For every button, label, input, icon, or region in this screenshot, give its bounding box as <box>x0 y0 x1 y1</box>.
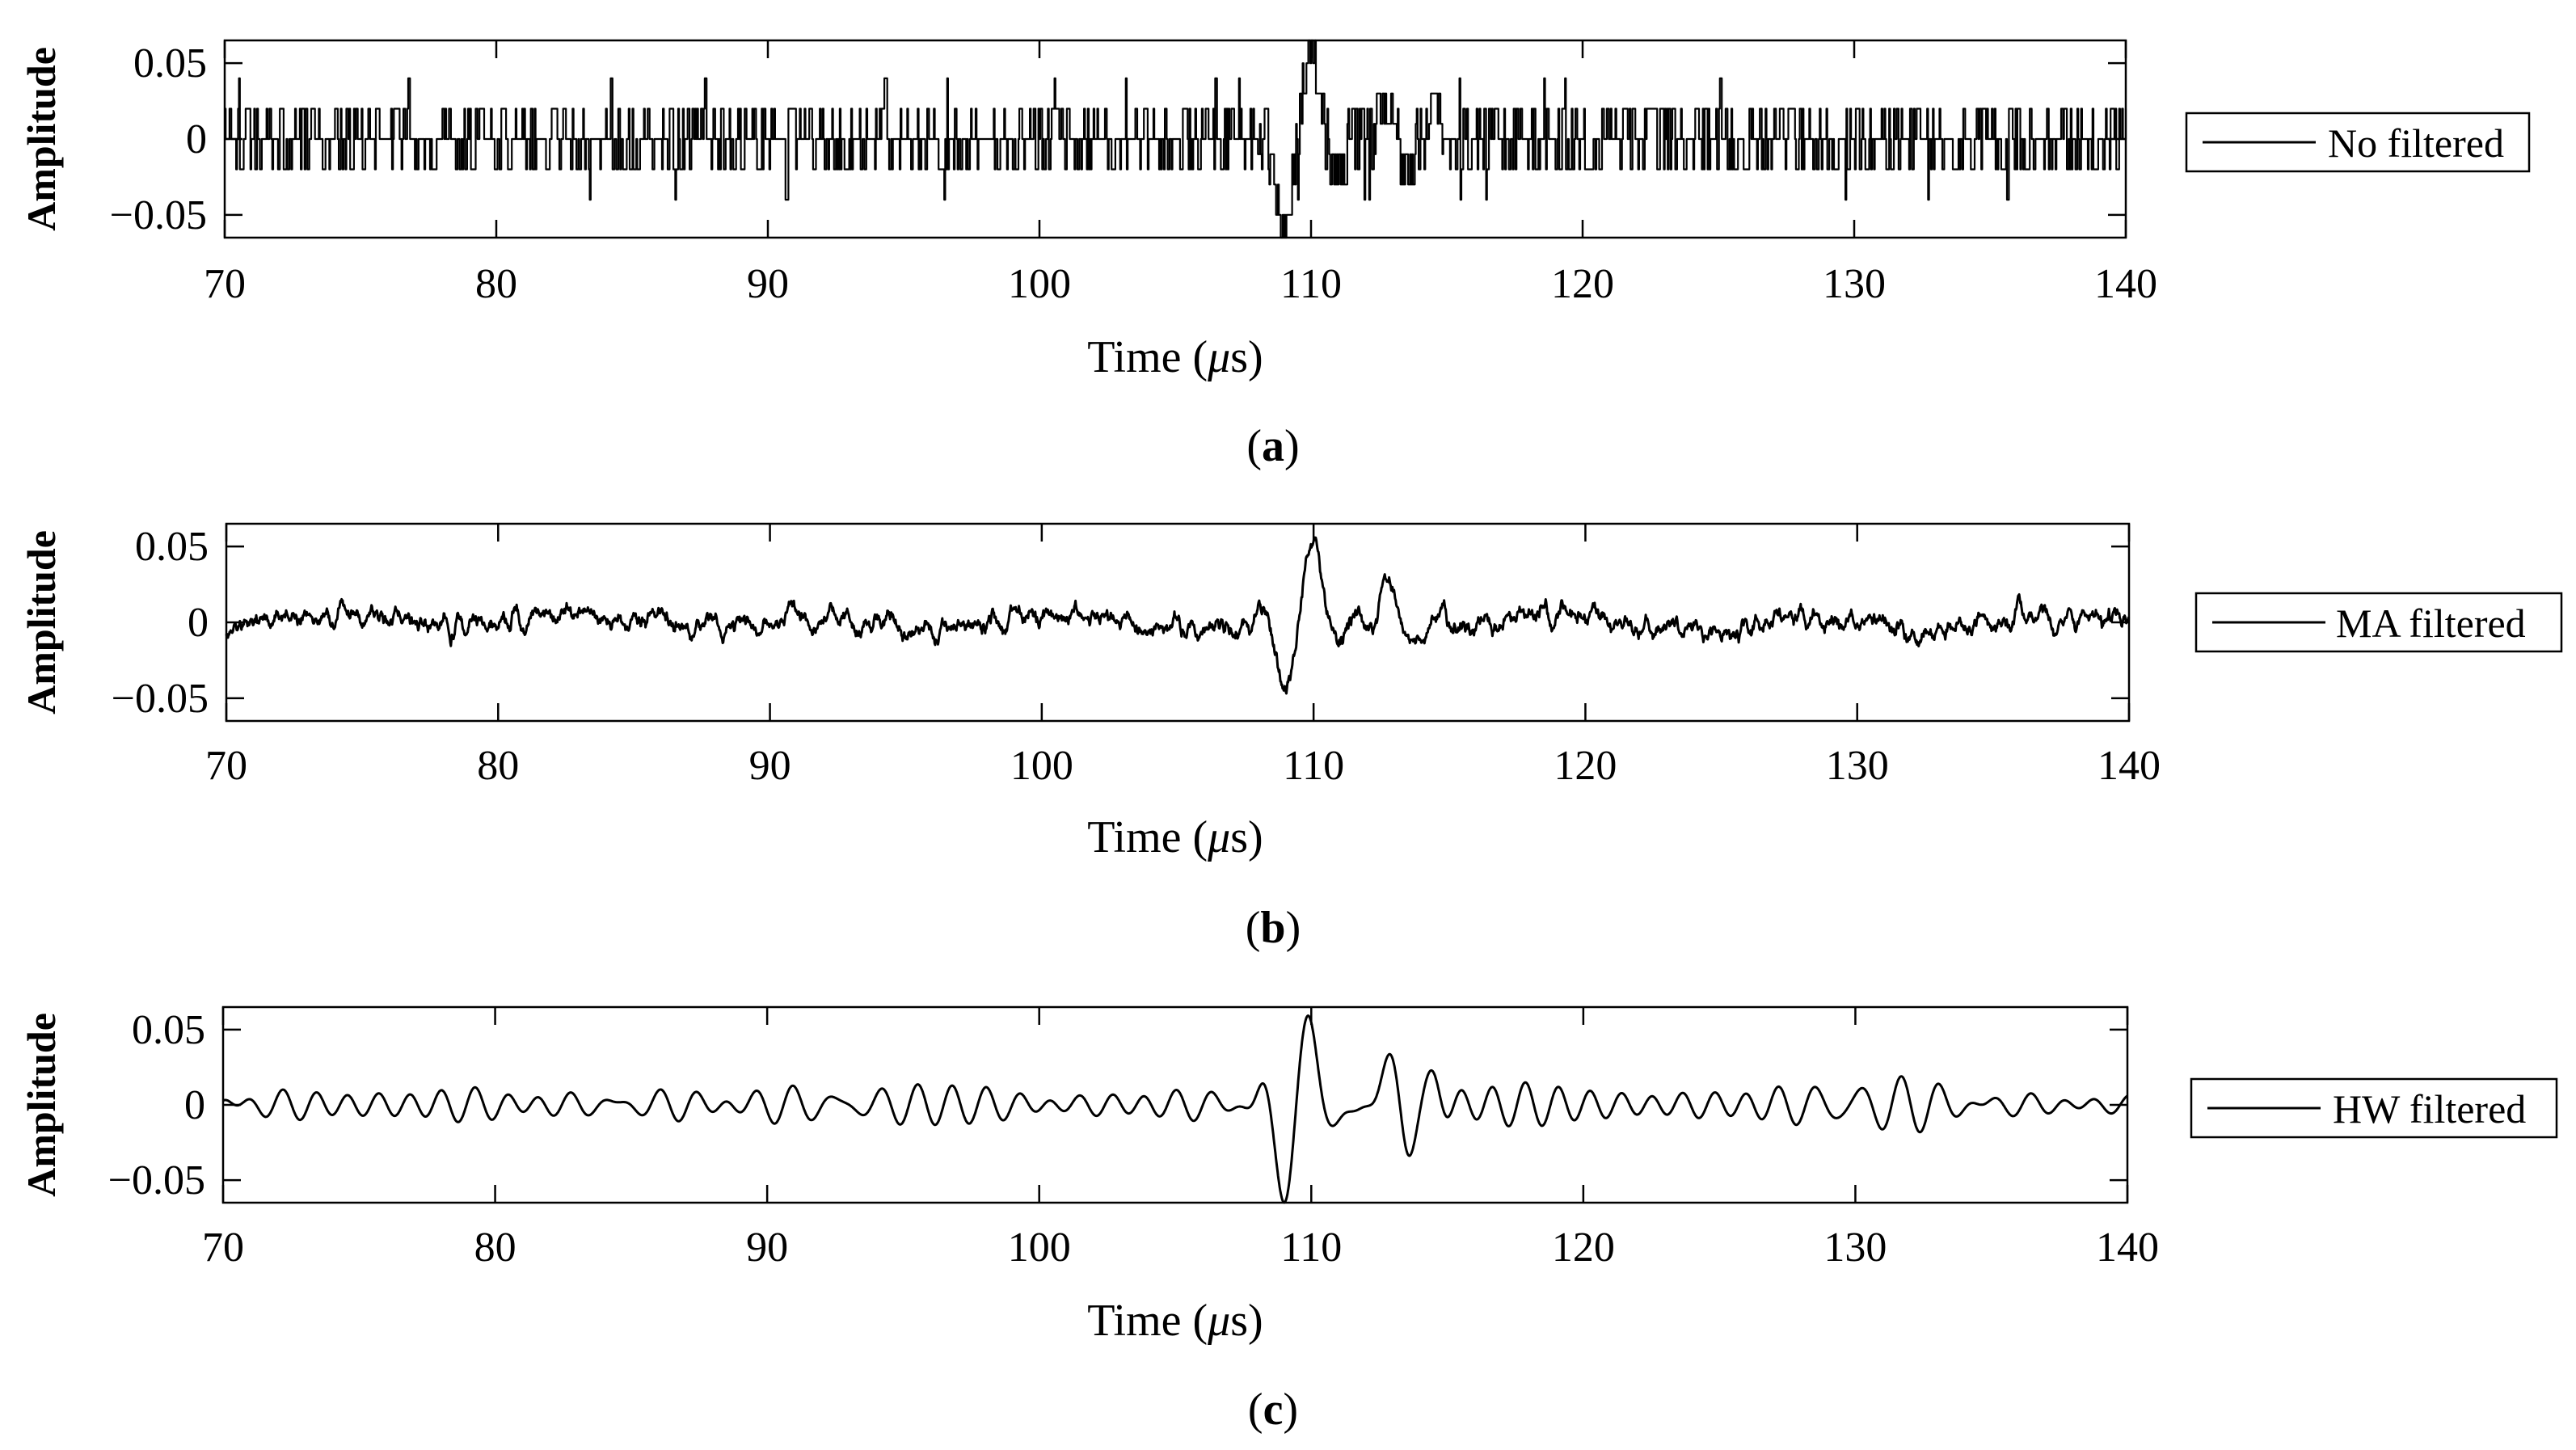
panel-b: 70 80 90 100 110 120 130 140 −0.05 0 0.05 Amplitu… <box>19 522 2563 953</box>
panel-b-xtick-label: 80 <box>477 743 519 789</box>
panel-a-ytick-label: 0 <box>186 116 207 162</box>
panel-a-ytick-label: −0.05 <box>110 192 207 238</box>
panel-a-xtick-label: 100 <box>1008 261 1071 307</box>
panel-c-xtick-label: 130 <box>1823 1224 1887 1271</box>
panel-b-legend: MA filtered <box>2194 592 2563 653</box>
panel-a-xtick-label: 70 <box>204 261 246 307</box>
panel-b-trace-group <box>225 536 2131 695</box>
panel-c-ytick-label: 0.05 <box>132 1007 205 1053</box>
panel-a-trace-group <box>225 39 2127 239</box>
panel-a-xticks: 70 80 90 100 110 120 130 140 <box>204 40 2157 307</box>
panel-a-caption: (a) <box>1246 421 1299 471</box>
panel-c-trace-group <box>222 1014 2128 1204</box>
panel-c-xtick-label: 90 <box>746 1224 788 1271</box>
panel-c-ytick-label: 0 <box>184 1082 205 1128</box>
panel-c-xtick-label: 120 <box>1552 1224 1615 1271</box>
panel-b-yticks: −0.05 0 0.05 <box>112 524 2129 722</box>
panel-c-xticks: 70 80 90 100 110 120 130 140 <box>202 1007 2159 1271</box>
panel-b-caption: (b) <box>1246 903 1301 953</box>
panel-c-yticks: −0.05 0 0.05 <box>108 1007 2127 1203</box>
panel-a-xlabel: Time (μs) <box>1087 332 1263 382</box>
panel-b-xtick-label: 90 <box>749 743 791 789</box>
panel-b-xticks: 70 80 90 100 110 120 130 140 <box>205 524 2161 789</box>
panel-c-xtick-label: 80 <box>474 1224 516 1271</box>
panel-b-xtick-label: 100 <box>1010 743 1073 789</box>
panel-b-series-line <box>225 536 2131 695</box>
panel-b-xtick-label: 70 <box>205 743 247 789</box>
panel-c-legend-label: HW filtered <box>2333 1086 2526 1132</box>
panel-a-series-line <box>225 39 2127 239</box>
panel-c-xtick-label: 100 <box>1008 1224 1071 1271</box>
panel-b-xtick-label: 110 <box>1283 743 1344 789</box>
panel-a-ytick-label: 0.05 <box>133 40 207 86</box>
panel-a-xtick-label: 90 <box>747 261 789 307</box>
panel-c-axes-box <box>221 1005 2129 1204</box>
panel-b-ytick-label: 0.05 <box>135 524 209 570</box>
panel-a-xtick-label: 130 <box>1823 261 1886 307</box>
panel-a-legend: No filtered <box>2185 112 2531 173</box>
panel-c-xtick-label: 140 <box>2096 1224 2159 1271</box>
panel-b-xtick-label: 130 <box>1826 743 1889 789</box>
panel-a-legend-label: No filtered <box>2328 120 2504 166</box>
panel-b-legend-label: MA filtered <box>2336 601 2526 646</box>
panel-a-xtick-label: 110 <box>1280 261 1342 307</box>
panel-c-ytick-label: −0.05 <box>108 1157 205 1203</box>
panel-c-xtick-label: 70 <box>202 1224 244 1271</box>
panel-a-ylabel: Amplitude <box>19 47 64 231</box>
panel-a-xtick-label: 140 <box>2094 261 2157 307</box>
panel-a-xtick-label: 80 <box>475 261 517 307</box>
panel-c-ylabel: Amplitude <box>19 1013 64 1197</box>
panel-b-xtick-label: 140 <box>2097 743 2161 789</box>
panel-b-ylabel: Amplitude <box>19 530 64 714</box>
panel-b-ytick-label: 0 <box>188 600 209 646</box>
panel-c-caption: (c) <box>1248 1385 1298 1435</box>
panel-c-xtick-label: 110 <box>1280 1224 1342 1271</box>
panel-c: 70 80 90 100 110 120 130 140 −0.05 0 0.05 Amplitu… <box>19 1005 2558 1435</box>
panel-c-legend: HW filtered <box>2190 1077 2558 1139</box>
panel-c-xlabel: Time (μs) <box>1087 1296 1263 1346</box>
panel-a-yticks: −0.05 0 0.05 <box>110 40 2126 238</box>
panel-b-xtick-label: 120 <box>1554 743 1617 789</box>
panel-a-xtick-label: 120 <box>1551 261 1614 307</box>
panel-b-xlabel: Time (μs) <box>1087 812 1263 862</box>
panel-b-ytick-label: −0.05 <box>112 676 209 722</box>
panel-c-series-line <box>222 1014 2128 1204</box>
panel-a: 70 80 90 100 110 120 130 140 −0.05 0 0.05 Amplitu… <box>19 39 2531 471</box>
